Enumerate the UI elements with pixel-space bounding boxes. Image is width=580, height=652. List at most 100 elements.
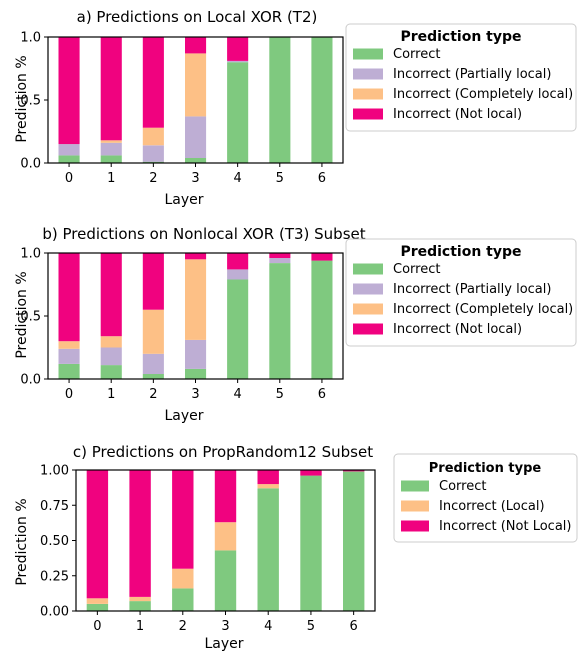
panel-b-bar-1-completely_local (100, 336, 122, 348)
panel-a-bar-1-partially_local (100, 142, 122, 156)
panel-c-title: c) Predictions on PropRandom12 Subset (73, 443, 373, 461)
panel-b-bar-3-partially_local (185, 339, 207, 369)
panel-b-bar-3-correct (185, 368, 207, 379)
panel-b-bar-5-not_local (269, 253, 291, 258)
panel-a-bar-3-not_local (185, 37, 207, 54)
panel-c-bar-2-completely_local (172, 568, 194, 589)
panel-b-title: b) Predictions on Nonlocal XOR (T3) Subs… (42, 225, 365, 243)
panel-a-bar-0-partially_local (58, 144, 80, 156)
panel-b-bar-4-partially_local (227, 269, 249, 280)
panel-c-bar-3-correct (214, 550, 237, 611)
panel-c-bar-2-correct (172, 588, 194, 611)
panel-a-bar-2-partially_local (142, 145, 164, 162)
panel-a-legend-swatch-partially_local (353, 68, 383, 80)
panel-c-bar-1-not_local (129, 470, 151, 597)
panel-a-xtick-label: 2 (149, 171, 157, 186)
panel-a-legend-entries: Correct Incorrect (Partially local) Incorr… (353, 47, 573, 122)
panel-b-xtick-label: 4 (234, 387, 242, 402)
panel-b-ytick-label: 0.0 (20, 373, 41, 388)
panel-b-bar-4-correct (227, 279, 249, 379)
panel-a-bar-0-not_local (58, 37, 80, 145)
panel-b-xtick-label: 5 (276, 387, 284, 402)
panel-c-legend-entries: Correct Incorrect (Local) Incorrect (Not L… (401, 479, 571, 534)
panel-c-ytick-label: 0.75 (40, 499, 69, 514)
panel-c-xtick-label: 1 (136, 619, 144, 634)
panel-c-bar-1-correct (129, 601, 151, 611)
panel-b-legend-swatch-completely_local (353, 303, 383, 315)
panel-c-xlabel: Layer (204, 636, 243, 652)
panel-b-bar-1-partially_local (100, 347, 122, 366)
panel-c-legend-label-not_local: Incorrect (Not Local) (439, 519, 571, 534)
panel-a-ytick-label: 1.0 (20, 31, 41, 46)
panel-b-bar-2-partially_local (142, 353, 164, 374)
panel-b-xtick-label: 3 (191, 387, 199, 402)
panel-c-legend-swatch-correct (401, 480, 429, 492)
panel-b-bar-6-not_local (311, 253, 333, 261)
panel-a-legend-label-not_local: Incorrect (Not local) (393, 107, 522, 122)
panel-b-bar-2-correct (142, 374, 164, 379)
panel-a-xtick-label: 4 (234, 171, 242, 186)
panel-a-legend: Prediction type Correct Incorrect (Partia… (345, 23, 577, 132)
panel-b-xtick-label: 0 (65, 387, 73, 402)
panel-c-bar-0-correct (86, 604, 109, 611)
panel-c-bar-5-not_local (300, 470, 322, 476)
panel-c-bar-4-completely_local (257, 484, 279, 489)
panel-b-bar-0-not_local (58, 253, 80, 342)
panel-a-bar-5-correct (269, 37, 291, 163)
panel-a-legend-label-completely_local: Incorrect (Completely local) (393, 87, 573, 102)
panel-b-bar-2-completely_local (142, 309, 164, 354)
panel-b-legend-title: Prediction type (400, 244, 521, 260)
panel-a-bar-6-correct (311, 37, 333, 163)
panel-a-legend-swatch-not_local (353, 108, 383, 120)
panel-c-bar-2-not_local (172, 470, 194, 569)
panel-a-legend-label-correct: Correct (393, 47, 440, 62)
panel-a-ytick-label: 0.0 (20, 157, 41, 172)
panel-c-legend: Prediction type Correct Incorrect (Local)… (393, 453, 578, 543)
panel-b-bar-3-completely_local (185, 259, 207, 340)
panel-c-legend-label-completely_local: Incorrect (Local) (439, 499, 545, 514)
panel-c-bar-0-not_local (86, 470, 109, 599)
panel-a-bar-1-correct (100, 155, 122, 163)
panel-b-legend-label-partially_local: Incorrect (Partially local) (393, 282, 551, 297)
panel-b-bar-6-correct (311, 260, 333, 379)
panel-b-legend-entries: Correct Incorrect (Partially local) Incorr… (353, 262, 573, 337)
panel-c-ytick-label: 0.00 (40, 605, 69, 620)
panel-b: b) Predictions on Nonlocal XOR (T3) Subs… (14, 225, 577, 424)
panel-a-xtick-label: 1 (107, 171, 115, 186)
panel-c-bar-6-correct (343, 471, 365, 611)
panel-a-plot: 0 1 2 3 4 5 6 0.0 0.5 1.0 (20, 31, 344, 186)
panel-b-legend-label-not_local: Incorrect (Not local) (393, 322, 522, 337)
panel-a: a) Predictions on Local XOR (T2) 0 1 2 3 4 5 6… (14, 8, 577, 208)
panel-b-bar-1-not_local (100, 253, 122, 337)
panel-a-bar-3-completely_local (185, 53, 207, 117)
panel-b-xlabel: Layer (164, 408, 203, 424)
panel-b-xtick-label: 6 (318, 387, 326, 402)
panel-c-bar-4-correct (257, 488, 279, 611)
panel-c: c) Predictions on PropRandom12 Subset 0 1… (14, 443, 578, 652)
panel-b-legend-swatch-not_local (353, 323, 383, 335)
panel-a-bar-4-not_local (227, 37, 249, 61)
panel-c-bar-4-not_local (257, 470, 279, 485)
panel-c-ylabel: Prediction % (14, 498, 30, 585)
panel-a-xtick-label: 0 (65, 171, 73, 186)
panel-c-xtick-label: 5 (307, 619, 315, 634)
panel-b-bar-1-correct (100, 365, 122, 379)
panel-c-legend-swatch-not_local (401, 520, 429, 532)
panel-a-ytick-label: 0.5 (20, 94, 41, 109)
panel-a-xtick-label: 5 (276, 171, 284, 186)
panel-a-bar-2-correct (142, 161, 164, 163)
panel-c-bar-5-correct (300, 475, 322, 611)
panel-b-legend-box (345, 238, 577, 347)
panel-b-bar-3-not_local (185, 253, 207, 260)
panel-c-xtick-label: 6 (350, 619, 358, 634)
panel-a-legend-swatch-correct (353, 48, 383, 60)
panel-c-axes-frame (75, 469, 376, 612)
panel-b-ytick-label: 0.5 (20, 310, 41, 325)
panel-a-bar-0-correct (58, 155, 80, 163)
panel-b-bar-5-partially_local (269, 258, 291, 263)
panel-a-bar-4-correct (227, 62, 249, 164)
panel-c-ytick-label: 1.00 (40, 464, 69, 479)
panel-b-legend-swatch-correct (353, 263, 383, 275)
panel-a-legend-label-partially_local: Incorrect (Partially local) (393, 67, 551, 82)
